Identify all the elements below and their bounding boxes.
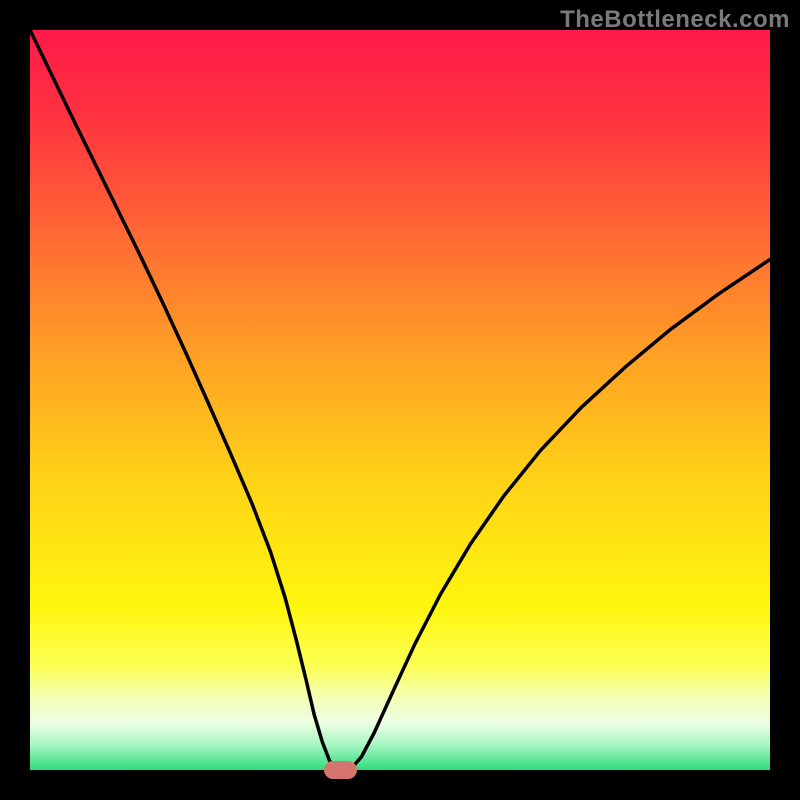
optimum-marker bbox=[324, 761, 357, 778]
bottleneck-curve bbox=[30, 30, 770, 770]
chart-frame: TheBottleneck.com bbox=[0, 0, 800, 800]
plot-area bbox=[30, 30, 770, 770]
